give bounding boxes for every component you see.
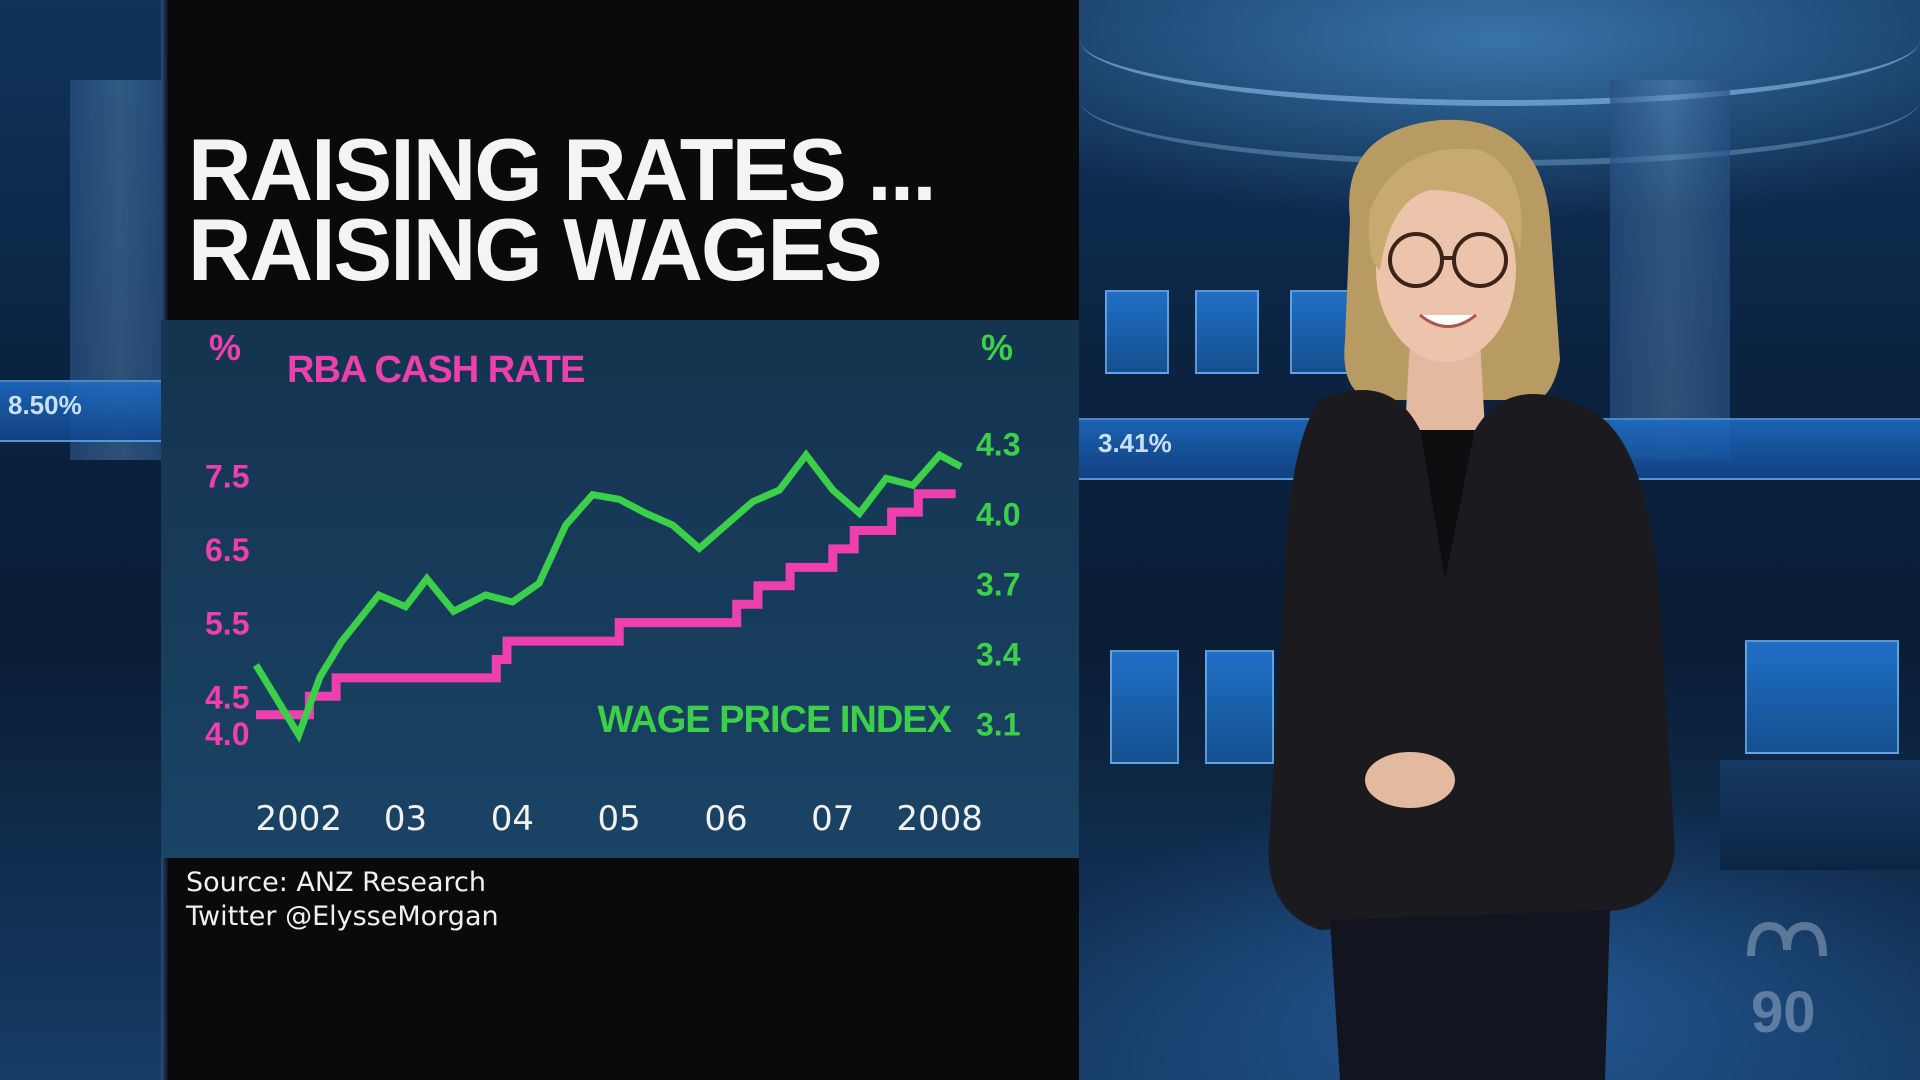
left-axis-tick-label: 4.5 <box>205 679 249 715</box>
studio-screen <box>1745 640 1899 754</box>
source-line: Source: ANZ Research <box>186 867 487 898</box>
studio-screen <box>1290 290 1354 374</box>
right-axis-tick-label: 3.7 <box>976 566 1020 602</box>
left-axis-unit: % <box>209 327 241 368</box>
chart-title-line-2: RAISING WAGES <box>188 200 883 299</box>
studio-light-ring <box>1080 40 1920 106</box>
studio-screen <box>1105 290 1169 374</box>
x-axis-tick-label: 06 <box>704 799 747 839</box>
twitter-handle: Twitter @ElysseMorgan <box>186 901 499 932</box>
dual-axis-line-chart: % 7.56.55.54.54.0 % 4.34.03.73.43.1 2002… <box>205 327 1021 839</box>
wage-index-series-line <box>253 449 963 744</box>
studio-desk <box>1720 760 1920 870</box>
cash-rate-series-line <box>256 489 956 720</box>
x-axis: 2002 03 04 05 06 07 2008 <box>255 799 982 839</box>
ticker-value: 8.50% <box>8 390 82 420</box>
left-axis-tick-label: 6.5 <box>205 532 249 568</box>
studio-screen <box>1205 650 1274 764</box>
left-axis-tick-label: 7.5 <box>205 458 249 494</box>
left-axis-tick-label: 5.5 <box>205 606 249 642</box>
studio-pillar <box>1610 80 1730 460</box>
cash-rate-series-label: RBA CASH RATE <box>287 349 584 391</box>
chart-title-line-1: RAISING RATES ... <box>188 120 937 219</box>
x-axis-tick-label: 03 <box>384 799 427 839</box>
ticker-strip <box>0 380 161 442</box>
right-axis-unit: % <box>981 327 1013 368</box>
studio-screen <box>1110 650 1179 764</box>
x-axis-tick-label: 04 <box>491 799 534 839</box>
right-axis-tick-label: 4.3 <box>976 426 1020 462</box>
studio-screen <box>1195 290 1259 374</box>
series-layer <box>253 449 963 744</box>
right-axis-tick-label: 4.0 <box>976 496 1020 532</box>
abc-watermark-logo: 90 <box>1747 921 1827 1040</box>
chart-title: RAISING RATES ... RAISING WAGES <box>188 120 937 299</box>
left-axis-tick-label: 4.0 <box>205 716 249 752</box>
right-axis-tick-label: 3.1 <box>976 706 1020 742</box>
x-axis-tick-label: 2008 <box>896 799 983 839</box>
left-axis: % 7.5 6.5 5.5 4.54.0 <box>205 327 249 752</box>
presenter <box>1268 119 1675 1080</box>
svg-text:90: 90 <box>1751 980 1816 1040</box>
x-axis-tick-label: 05 <box>598 799 641 839</box>
x-axis-tick-label: 2002 <box>255 799 342 839</box>
source-credit: Source: ANZ Research Twitter @ElysseMorg… <box>186 866 499 934</box>
wage-index-series-label: WAGE PRICE INDEX <box>598 699 953 741</box>
x-axis-tick-label: 07 <box>811 799 854 839</box>
right-axis: % 4.3 4.0 3.7 3.4 3.1 <box>976 327 1021 742</box>
ticker-value: 3.41% <box>1098 428 1172 458</box>
chart-area: % 7.5 6.5 5.5 4.5 4.0 % 4.3 4.0 3.7 3.4 3.1 2002… <box>161 320 1079 858</box>
right-axis-tick-label: 3.4 <box>976 636 1021 672</box>
